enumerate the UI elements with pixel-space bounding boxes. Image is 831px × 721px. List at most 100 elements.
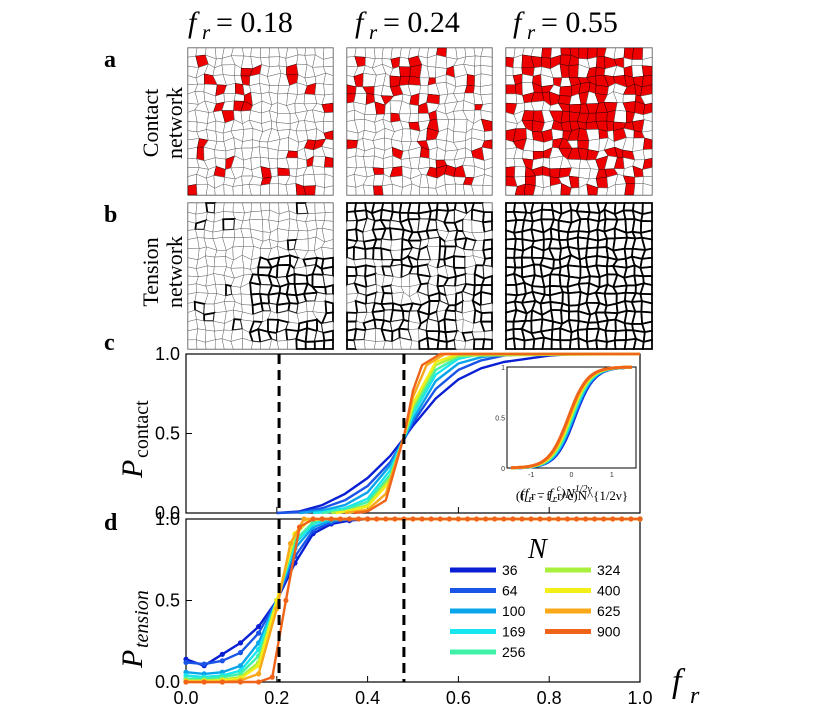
data-point	[383, 516, 389, 522]
cell	[269, 183, 279, 196]
cell	[214, 250, 227, 258]
cell	[614, 183, 627, 196]
cell	[324, 300, 334, 315]
cell	[353, 327, 367, 342]
cell	[230, 285, 242, 295]
cell	[354, 339, 366, 350]
cell	[314, 292, 327, 302]
data-point	[437, 516, 443, 522]
panel-label-d: d	[104, 510, 118, 536]
cell	[278, 56, 287, 68]
cell	[296, 47, 307, 56]
legend-label: 64	[502, 583, 518, 599]
cell	[203, 320, 215, 332]
cell	[213, 256, 227, 268]
column-header-2: f r = 0.24	[355, 6, 460, 44]
cell	[346, 109, 355, 122]
inset-xtick: 1	[610, 472, 614, 479]
series-line-N36	[185, 517, 640, 667]
contact-network-snapshot-2	[346, 47, 493, 196]
cell	[364, 47, 376, 60]
cell	[505, 93, 518, 104]
xtick-label: 1.0	[627, 688, 652, 708]
ytick-label: 1.0	[155, 509, 180, 529]
cell	[324, 173, 334, 188]
header-value: = 0.24	[383, 6, 460, 39]
data-point	[201, 661, 207, 667]
cell	[474, 73, 482, 87]
cell	[505, 56, 515, 68]
tension-network-snapshot-1	[187, 202, 334, 350]
cell	[401, 128, 412, 142]
cell	[595, 66, 606, 77]
header-sub: r	[202, 20, 211, 44]
cell	[293, 273, 309, 285]
data-point	[256, 679, 262, 685]
xtick-label: 0.6	[446, 688, 471, 708]
header-value: = 0.18	[216, 6, 293, 39]
data-point	[374, 516, 380, 522]
inset-ytick: 1	[501, 365, 505, 372]
data-point	[410, 516, 416, 522]
data-point	[419, 516, 425, 522]
cell	[631, 47, 644, 60]
cell	[480, 73, 493, 87]
data-point	[337, 516, 343, 522]
cell	[559, 85, 572, 97]
header-value: = 0.55	[541, 6, 618, 39]
data-point	[256, 623, 262, 630]
cell	[313, 339, 326, 350]
data-point	[619, 516, 625, 522]
ylabel-contact: P contact	[116, 400, 153, 479]
inset-series	[510, 365, 633, 470]
plot-frame	[185, 518, 641, 683]
header-sub: r	[527, 20, 536, 44]
cell	[641, 338, 653, 350]
svg-text:(fr − frc)N1/2ν: (fr − frc)N1/2ν	[520, 483, 592, 505]
xtick-label: 0.8	[537, 688, 562, 708]
cell	[288, 168, 298, 177]
data-point	[283, 597, 289, 604]
cell	[482, 174, 493, 187]
cell	[436, 339, 448, 350]
header-var: f	[355, 6, 367, 39]
cell	[464, 47, 476, 58]
cell	[389, 75, 401, 88]
cell	[578, 47, 589, 60]
cell	[364, 339, 376, 350]
data-point	[573, 516, 580, 522]
cell	[267, 147, 279, 160]
row-label-contact-line2: network	[162, 87, 187, 159]
cell	[505, 66, 514, 76]
data-point	[219, 651, 225, 657]
cell	[231, 47, 245, 57]
cell	[595, 176, 609, 189]
ytick-label: 0.0	[155, 503, 180, 523]
cell	[453, 255, 467, 269]
data-point	[355, 516, 362, 522]
ytick-label: 0.5	[155, 424, 180, 444]
inset-xtick: -1	[528, 472, 534, 479]
ylabel-tension: P tension	[116, 590, 153, 669]
cell	[513, 256, 524, 269]
data-point	[610, 516, 616, 522]
cell	[454, 339, 466, 350]
inset-ytick: 0.5	[495, 416, 505, 423]
cell	[505, 166, 516, 178]
cell	[251, 341, 261, 350]
data-point	[546, 516, 552, 522]
cell	[428, 158, 437, 169]
cell	[323, 202, 334, 213]
cell	[634, 176, 644, 185]
panel-label-a: a	[104, 47, 116, 73]
cell	[642, 137, 653, 150]
cell	[285, 272, 296, 285]
cell	[631, 59, 643, 66]
legend-label: 625	[597, 603, 621, 619]
xtick-label: 0.2	[264, 688, 289, 708]
data-point	[446, 516, 452, 522]
cell	[215, 131, 225, 142]
cell	[624, 183, 636, 196]
xlabel-sub: r	[690, 683, 700, 709]
